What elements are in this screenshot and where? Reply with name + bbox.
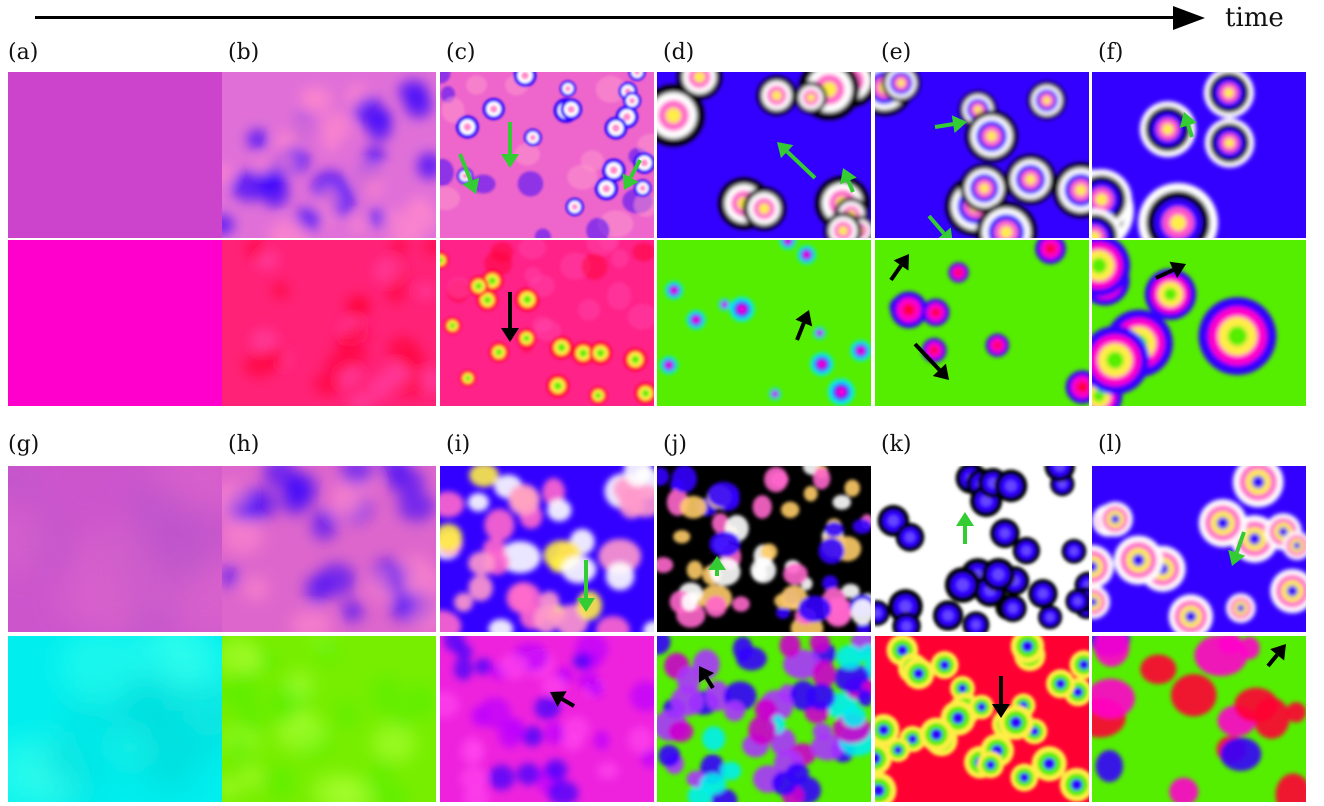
time-axis-arrow: time (35, 3, 1324, 33)
pattern-tile (8, 240, 222, 406)
pattern-tile (222, 636, 436, 802)
panel-label: (c) (446, 40, 476, 65)
black-arrow (1266, 644, 1286, 668)
pattern-tile (875, 72, 1089, 238)
black-arrow (889, 254, 909, 282)
pattern-tile (1092, 240, 1306, 406)
green-arrow (840, 168, 857, 193)
green-arrow (1179, 112, 1197, 138)
time-arrow-shaft (35, 16, 1175, 19)
black-arrow (501, 292, 519, 342)
panel-label: (g) (8, 432, 40, 457)
green-arrow (458, 153, 480, 194)
panel-label: (b) (228, 40, 260, 65)
green-arrow (501, 122, 519, 168)
pattern-tile (875, 466, 1089, 632)
panel-label: (k) (881, 432, 912, 457)
time-arrow-head (1173, 6, 1205, 30)
pattern-tile (657, 636, 871, 802)
green-arrow (934, 115, 967, 134)
green-arrow (1228, 531, 1246, 566)
green-arrow (577, 560, 595, 612)
black-arrow (992, 676, 1010, 718)
green-arrow (927, 214, 953, 238)
pattern-tile (657, 466, 871, 632)
pattern-tile (1092, 636, 1306, 802)
pattern-tile (8, 72, 222, 238)
panel-label: (d) (663, 40, 695, 65)
panel-label: (f) (1098, 40, 1124, 65)
pattern-tile (222, 466, 436, 632)
pattern-tile (657, 240, 871, 406)
pattern-tile (8, 466, 222, 632)
black-arrow (550, 691, 576, 708)
panel-label: (e) (881, 40, 912, 65)
pattern-tile (875, 636, 1089, 802)
green-arrow (708, 556, 726, 576)
pattern-tile (440, 466, 654, 632)
pattern-tile (657, 72, 871, 238)
panel-label: (a) (8, 40, 39, 65)
black-arrow (1155, 261, 1186, 280)
pattern-tile (440, 636, 654, 802)
pattern-tile (8, 636, 222, 802)
pattern-tile (222, 240, 436, 406)
time-label: time (1225, 3, 1284, 33)
green-arrow (622, 159, 642, 190)
pattern-tile (1092, 72, 1306, 238)
green-arrow (956, 512, 974, 544)
black-arrow (913, 342, 949, 380)
black-arrow (698, 666, 715, 690)
panel-label: (j) (663, 432, 687, 457)
pattern-tile (440, 240, 654, 406)
panel-label: (i) (446, 432, 471, 457)
pattern-tile (222, 72, 436, 238)
green-arrow (777, 142, 817, 180)
panel-label: (l) (1098, 432, 1123, 457)
panel-label: (h) (228, 432, 260, 457)
pattern-tile (1092, 466, 1306, 632)
black-arrow (795, 310, 813, 341)
pattern-tile (875, 240, 1089, 406)
pattern-tile (440, 72, 654, 238)
